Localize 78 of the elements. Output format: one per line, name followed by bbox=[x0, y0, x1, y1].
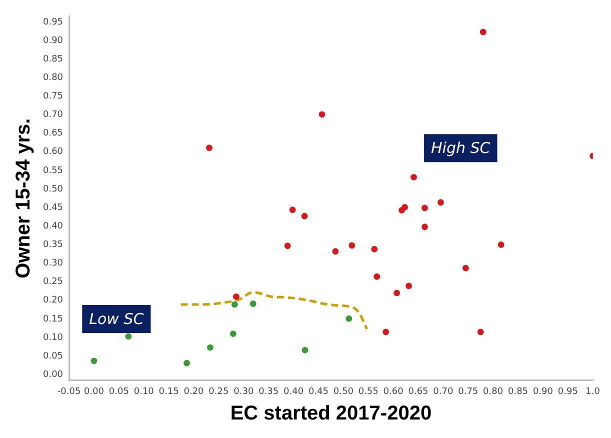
point bbox=[332, 248, 339, 255]
point bbox=[301, 212, 308, 220]
y-tick-label: 0.15 bbox=[42, 314, 64, 324]
y-tick-label: 0.25 bbox=[42, 277, 64, 288]
x-tick-label: 0.60 bbox=[383, 386, 404, 397]
x-tick-label: 0.80 bbox=[483, 386, 504, 397]
x-tick-label: 0.35 bbox=[258, 386, 279, 397]
x-tick-label: 0.90 bbox=[532, 386, 554, 397]
point bbox=[480, 28, 486, 36]
x-tick-label: 0.40 bbox=[284, 386, 304, 397]
point bbox=[371, 246, 378, 252]
point bbox=[289, 206, 296, 214]
x-tick-label: 0.70 bbox=[433, 386, 454, 397]
point bbox=[498, 242, 504, 248]
y-tick-label: 0.50 bbox=[42, 184, 64, 194]
y-tick-label: 0.10 bbox=[42, 332, 64, 343]
point bbox=[206, 144, 212, 152]
x-tick-label: -0.05 bbox=[57, 386, 81, 397]
x-tick-label: 0.15 bbox=[158, 386, 179, 397]
point bbox=[402, 204, 408, 210]
point bbox=[232, 293, 240, 300]
y-tick-label: 0.20 bbox=[42, 296, 64, 306]
y-tick-label: 0.45 bbox=[42, 202, 64, 213]
point bbox=[410, 174, 417, 180]
y-tick-label: 0.35 bbox=[42, 240, 64, 250]
y-tick-label: 0.80 bbox=[42, 72, 64, 83]
point bbox=[207, 344, 214, 351]
point bbox=[318, 111, 326, 118]
x-tick-label: 1.0 bbox=[586, 386, 600, 397]
y-tick-label: 0.70 bbox=[42, 110, 64, 120]
x-tick-label: 0.65 bbox=[408, 386, 428, 397]
annotation: High SC bbox=[431, 139, 491, 158]
point bbox=[284, 242, 291, 250]
point bbox=[422, 224, 428, 230]
y-tick-label: 0.65 bbox=[42, 128, 64, 139]
x-tick-label: 0.45 bbox=[308, 386, 328, 397]
y-tick-label: 0.30 bbox=[42, 258, 64, 269]
point bbox=[374, 273, 380, 280]
point bbox=[184, 360, 190, 366]
x-tick-label: 0.75 bbox=[458, 386, 478, 397]
x-tick-label: 0.25 bbox=[208, 386, 229, 397]
x-tick-label: 0.85 bbox=[508, 386, 528, 397]
point bbox=[382, 328, 390, 336]
y-axis-title: Owner 15-34 yrs. bbox=[12, 118, 35, 278]
point bbox=[406, 282, 412, 290]
x-tick-label: 0.00 bbox=[84, 386, 104, 397]
point bbox=[348, 242, 356, 249]
line-series bbox=[180, 291, 368, 330]
point bbox=[477, 328, 484, 336]
y-tick-label: 0.05 bbox=[42, 351, 64, 362]
x-tick-label: 0.05 bbox=[108, 386, 129, 397]
x-axis-title: EC started 2017-2020 bbox=[230, 402, 432, 425]
y-tick-label: 0.60 bbox=[42, 147, 64, 158]
point bbox=[230, 330, 236, 337]
x-tick-label: 0.10 bbox=[134, 386, 154, 397]
annotation: Low SC bbox=[89, 310, 144, 328]
point bbox=[462, 264, 469, 272]
x-tick-label: 0.95 bbox=[558, 386, 578, 397]
point bbox=[90, 358, 98, 364]
x-tick-label: 0.30 bbox=[234, 386, 254, 397]
point bbox=[394, 290, 400, 296]
point bbox=[437, 199, 444, 206]
x-tick-label: 0.20 bbox=[184, 386, 204, 397]
point bbox=[250, 300, 256, 307]
point bbox=[125, 333, 132, 340]
y-tick-label: 0.85 bbox=[42, 54, 64, 64]
y-tick-label: 0.40 bbox=[42, 221, 64, 232]
point bbox=[302, 346, 308, 354]
point bbox=[231, 301, 238, 308]
y-tick-label: 0.55 bbox=[42, 166, 64, 176]
x-tick-label: 0.50 bbox=[333, 386, 354, 397]
point bbox=[346, 315, 352, 322]
y-tick-label: 0.00 bbox=[42, 370, 64, 380]
y-tick-label: 0.95 bbox=[42, 17, 64, 28]
y-tick-label: 0.90 bbox=[42, 36, 64, 46]
y-tick-label: 0.75 bbox=[42, 92, 64, 102]
point bbox=[422, 204, 428, 212]
x-tick-label: 0.55 bbox=[358, 386, 378, 397]
